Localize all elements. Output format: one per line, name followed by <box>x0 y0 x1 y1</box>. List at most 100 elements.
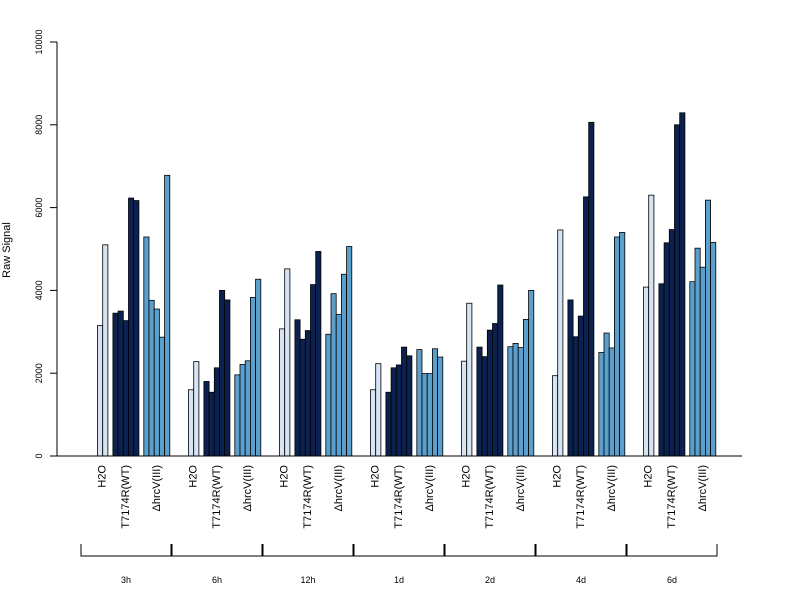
y-tick-label: 10000 <box>34 29 44 54</box>
bar <box>486 329 493 457</box>
bar <box>143 236 150 457</box>
bar <box>255 278 262 457</box>
bar <box>421 373 428 457</box>
bar <box>668 229 675 457</box>
bar <box>208 391 215 457</box>
timepoint-bracket <box>171 544 263 557</box>
bar <box>608 347 615 457</box>
bar <box>299 338 306 457</box>
bar <box>705 199 712 457</box>
condition-label: H2O <box>279 465 291 488</box>
y-axis: 0 2000 4000 6000 8000 10000 <box>34 29 58 459</box>
bar <box>663 242 670 457</box>
bar <box>577 315 584 457</box>
y-tick-label: 6000 <box>34 198 44 218</box>
condition-label: H2O <box>370 465 382 488</box>
bar <box>244 360 251 457</box>
bar <box>164 174 171 457</box>
timepoint-label: 6d <box>667 575 677 585</box>
bar <box>497 284 504 457</box>
timepoint-bracket <box>353 544 445 557</box>
timepoint-brackets: 3h 6h 12h 1d 2d 4d 6d <box>80 544 718 585</box>
y-tick-label: 4000 <box>34 280 44 300</box>
bar <box>102 244 109 457</box>
bar <box>426 373 433 457</box>
bar <box>153 308 160 457</box>
y-tick-label: 8000 <box>34 115 44 135</box>
bar <box>395 364 402 457</box>
bar <box>557 229 564 457</box>
condition-label: ΔhrcV(III) <box>697 465 709 511</box>
bar <box>699 266 706 457</box>
y-axis-title: Raw Signal <box>1 222 13 278</box>
bar <box>648 194 655 457</box>
plot-area <box>97 112 717 457</box>
bar <box>710 241 717 457</box>
condition-label: ΔhrcV(III) <box>151 465 163 511</box>
bar <box>390 367 397 457</box>
condition-label: H2O <box>461 465 473 488</box>
timepoint-label: 1d <box>394 575 404 585</box>
bar <box>346 246 353 457</box>
bar <box>507 346 514 457</box>
bar <box>97 325 104 457</box>
bar <box>310 284 317 457</box>
condition-label: T7174R(WT) <box>393 465 405 529</box>
timepoint-label: 3h <box>121 575 131 585</box>
timepoint-label: 2d <box>485 575 495 585</box>
timepoint-bracket <box>626 544 718 557</box>
bar <box>315 251 322 457</box>
bar <box>523 318 530 457</box>
bar <box>133 200 140 457</box>
bar <box>431 348 438 457</box>
condition-label: T7174R(WT) <box>666 465 678 529</box>
timepoint-bracket <box>262 544 354 557</box>
condition-label: T7174R(WT) <box>302 465 314 529</box>
condition-label: T7174R(WT) <box>120 465 132 529</box>
bar <box>304 330 311 457</box>
condition-label: T7174R(WT) <box>575 465 587 529</box>
bar <box>294 319 301 457</box>
condition-label: H2O <box>188 465 200 488</box>
bar <box>239 364 246 457</box>
y-tick-label: 2000 <box>34 363 44 383</box>
bar <box>528 289 535 457</box>
bar <box>598 352 605 457</box>
timepoint-label: 12h <box>300 575 315 585</box>
bar <box>437 356 444 457</box>
bar <box>188 389 195 457</box>
bar <box>234 374 241 457</box>
bar <box>406 355 413 457</box>
bar <box>674 124 681 457</box>
bar <box>330 293 337 457</box>
bar <box>658 283 665 457</box>
bar <box>112 312 119 457</box>
condition-label: T7174R(WT) <box>211 465 223 529</box>
bar <box>284 268 291 457</box>
timepoint-bracket <box>80 544 172 557</box>
bar <box>643 286 650 457</box>
bar <box>694 247 701 457</box>
bar <box>370 389 377 457</box>
bar <box>552 375 559 457</box>
timepoint-label: 4d <box>576 575 586 585</box>
bar <box>476 346 483 457</box>
bar <box>335 314 342 457</box>
condition-label: H2O <box>643 465 655 488</box>
bar <box>614 236 621 457</box>
bar <box>122 320 129 457</box>
bar <box>148 299 155 457</box>
bar <box>517 347 524 457</box>
condition-label: T7174R(WT) <box>484 465 496 529</box>
bar <box>689 281 696 457</box>
bar <box>583 196 590 457</box>
bar <box>492 323 499 457</box>
condition-label: ΔhrcV(III) <box>606 465 618 511</box>
bar <box>679 112 686 457</box>
bar <box>572 336 579 457</box>
bar <box>128 197 135 457</box>
condition-label: ΔhrcV(III) <box>515 465 527 511</box>
bar <box>117 310 124 457</box>
bar <box>193 361 200 457</box>
